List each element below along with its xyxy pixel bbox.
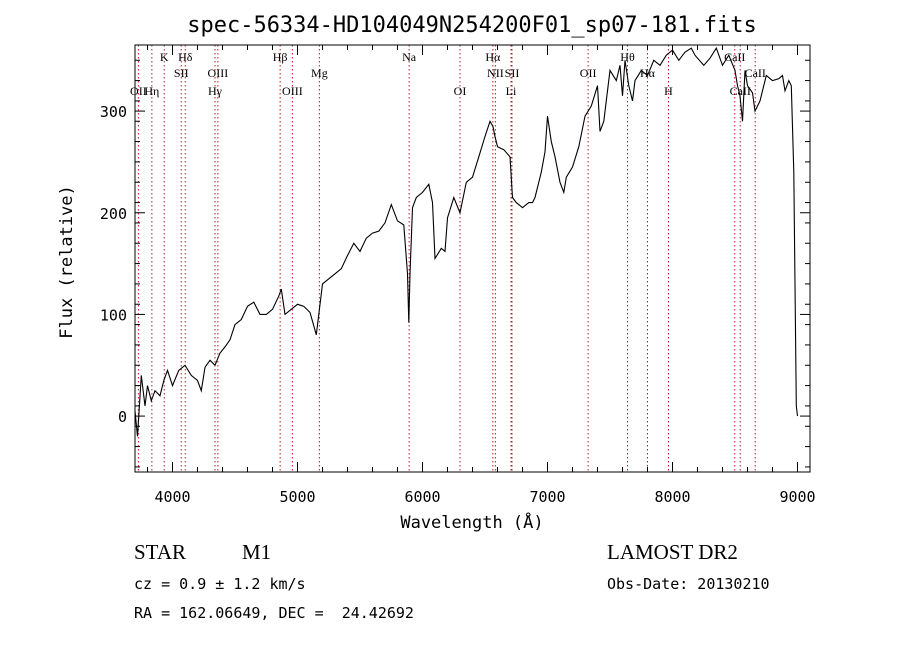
spectral-line-label: SII	[174, 66, 189, 80]
y-axis-label: Flux (relative)	[57, 185, 77, 339]
spectral-line-label: CaII	[724, 50, 745, 64]
x-tick-label: 5000	[279, 488, 315, 506]
spectral-line-label: Hα	[640, 66, 656, 80]
spectral-line-label: NII	[487, 66, 504, 80]
spectral-line-label: OIII	[208, 66, 229, 80]
y-tick-label: 300	[100, 103, 127, 121]
spectrum-line	[134, 46, 799, 437]
spectral-line-label: Li	[506, 84, 517, 98]
plot-frame	[134, 44, 811, 473]
observation-date: Obs-Date: 20130210	[607, 575, 770, 593]
spectral-line-label: OII	[580, 66, 597, 80]
spectral-line-markers	[137, 45, 756, 472]
y-tick-label: 0	[118, 408, 127, 426]
y-tick-label: 200	[100, 205, 127, 223]
x-tick-label: 8000	[654, 488, 690, 506]
y-tick-label: 100	[100, 306, 127, 324]
spectral-line-label: Hθ	[620, 50, 635, 64]
x-tick-label: 7000	[529, 488, 565, 506]
object-subclass: M1	[242, 540, 272, 564]
x-tick-label: 9000	[779, 488, 815, 506]
y-axis-ticks: 0 100 200 300	[100, 59, 810, 468]
survey-name: LAMOST DR2	[607, 540, 738, 564]
spectral-line-label: Hδ	[178, 50, 193, 64]
spectral-line-label: Hγ	[208, 84, 223, 98]
spectral-line-label: Hη	[144, 84, 159, 98]
spectral-line-label: Hα	[485, 50, 501, 64]
object-class: STAR	[134, 540, 186, 564]
spectral-line-label: CaII	[745, 66, 766, 80]
redshift-cz: cz = 0.9 ± 1.2 km/s	[134, 575, 306, 593]
spectral-line-label: Na	[402, 50, 417, 64]
spectral-line-label: SII	[505, 66, 520, 80]
x-tick-label: 6000	[404, 488, 440, 506]
spectral-line-label: H	[664, 84, 673, 98]
chart-title: spec-56334-HD104049N254200F01_sp07-181.f…	[187, 13, 757, 38]
spectral-line-label: OIII	[282, 84, 303, 98]
x-axis-ticks: 4000 5000 6000 7000 8000 9000	[147, 45, 816, 506]
spectral-line-label: CaII	[730, 84, 751, 98]
spectral-line-label: Hβ	[273, 50, 288, 64]
spectral-line-label: OI	[454, 84, 467, 98]
x-axis-label: Wavelength (Å)	[400, 511, 543, 533]
x-tick-label: 4000	[154, 488, 190, 506]
spectral-line-label: OII	[130, 84, 147, 98]
ra-dec-coordinates: RA = 162.06649, DEC = 24.42692	[134, 604, 414, 622]
spectral-line-label: K	[160, 50, 169, 64]
spectral-line-label: Mg	[311, 66, 328, 80]
